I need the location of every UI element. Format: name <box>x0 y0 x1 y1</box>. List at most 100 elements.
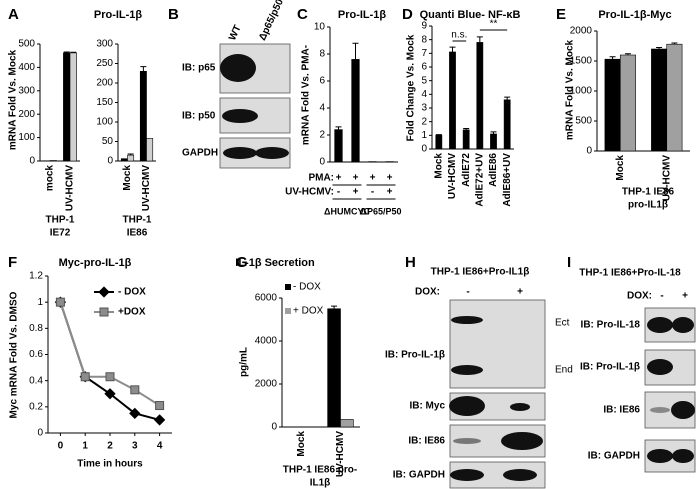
band <box>223 147 257 159</box>
error-bar <box>435 134 442 136</box>
bar <box>120 158 128 162</box>
band <box>672 449 694 463</box>
band <box>255 147 289 159</box>
x-tick-label: Mock <box>615 155 626 181</box>
bar <box>462 129 470 150</box>
error-bar <box>671 42 678 45</box>
marker <box>55 297 65 307</box>
blot-label: IB: Pro-IL-1β <box>580 362 640 373</box>
y-tick-label: 8 <box>421 34 427 45</box>
error-bar <box>331 305 338 309</box>
legend-marker <box>99 307 109 317</box>
bar <box>666 43 683 152</box>
x-tick-label: UV-HCMV <box>447 153 458 199</box>
x-tick-label: mock <box>45 165 56 192</box>
y-tick-label: 200 <box>18 109 35 120</box>
row-mark: + <box>370 173 376 184</box>
row-mark: + <box>353 173 359 184</box>
y-axis-label: Fold Change Vs. Mock <box>406 34 417 141</box>
x-tick-label: 2 <box>107 441 113 452</box>
error-bar <box>656 47 663 49</box>
band-label: Ect <box>555 318 570 329</box>
band <box>510 403 530 411</box>
error-bar <box>70 51 77 53</box>
y-tick-label: 7 <box>421 48 427 59</box>
y-tick-label: 1 <box>37 297 43 308</box>
row-mark: + <box>387 173 393 184</box>
blot-label: IB: p50 <box>182 111 216 122</box>
y-tick-label: 300 <box>96 39 113 50</box>
panel-letter: B <box>168 6 179 23</box>
blot-label: IB: Pro-IL-18 <box>581 320 641 331</box>
x-tick-label: UV-HCMV <box>65 165 76 211</box>
y-tick-label: 2 <box>421 116 427 127</box>
y-tick-label: 0 <box>586 146 592 157</box>
y-tick-label: 0 <box>107 156 113 167</box>
y-tick-label: 100 <box>18 132 35 143</box>
panel-letter: G <box>236 254 248 271</box>
y-tick-label: 0.6 <box>29 349 43 360</box>
legend-marker <box>98 286 110 298</box>
x-axis-label: Time in hours <box>77 459 143 470</box>
y-axis-label: mRNA Fold Vs. Mock <box>8 49 19 150</box>
group-label: ΔP65/P50 <box>361 206 402 216</box>
blot-label: IB: IE86 <box>408 436 445 447</box>
error-bar <box>490 131 497 134</box>
x-tick-label: 4 <box>157 441 163 452</box>
panel-letter: D <box>402 6 413 23</box>
x-tick-label: UV-HCMV <box>335 431 346 477</box>
legend-label: +DOX <box>118 307 146 318</box>
bar <box>619 54 636 152</box>
x-tick-label: 3 <box>132 441 138 452</box>
row-mark: - <box>371 187 374 198</box>
error-bar <box>352 42 359 60</box>
blot-label: IB: GAPDH <box>588 451 640 462</box>
band <box>453 438 481 444</box>
y-tick-label: 6 <box>319 76 325 87</box>
bar <box>146 138 154 162</box>
error-bar <box>504 96 511 100</box>
bar <box>476 42 484 150</box>
error-bar <box>476 36 483 43</box>
y-tick-label: 0 <box>319 157 325 168</box>
y-tick-label: 5 <box>421 75 427 86</box>
x-axis-label: THP-1 <box>123 215 152 226</box>
error-bar <box>140 66 147 72</box>
marker <box>129 407 141 420</box>
chart-title: Pro-IL-1β <box>338 9 387 21</box>
legend-label: - DOX <box>293 282 321 293</box>
y-tick-label: 300 <box>18 85 35 96</box>
y-tick-label: 0 <box>421 144 427 155</box>
x-tick-label: 0 <box>58 441 64 452</box>
y-tick-label: 0.8 <box>29 323 43 334</box>
band <box>222 109 258 123</box>
y-tick-label: 0 <box>29 156 35 167</box>
chart-title: IL-1β Secretion <box>235 257 315 269</box>
x-tick-label: AdIE86+UV <box>502 153 513 207</box>
bar <box>340 419 354 428</box>
chart-title: Quanti Blue- NF-κB <box>420 9 521 21</box>
y-tick-label: 1.2 <box>29 271 43 282</box>
y-axis-label: pg/mL <box>239 347 250 377</box>
y-tick-label: 150 <box>96 97 113 108</box>
x-tick-label: AdIE72 <box>461 153 472 187</box>
marker <box>80 372 90 382</box>
row-mark: + <box>336 173 342 184</box>
dox-label: DOX: <box>415 287 440 298</box>
bar <box>127 154 135 162</box>
bar <box>139 71 147 162</box>
lane-label: WT <box>227 24 244 43</box>
bar <box>334 129 343 163</box>
bar <box>490 133 497 150</box>
x-tick-label: 1 <box>82 441 88 452</box>
blot-label: IB: p65 <box>182 63 216 74</box>
band <box>672 317 694 333</box>
y-tick-label: 0 <box>271 422 277 433</box>
bar <box>651 48 668 152</box>
band <box>501 432 543 450</box>
band <box>503 469 537 481</box>
x-tick-label: UV-HCMV <box>661 155 672 201</box>
lane-label: - <box>660 291 663 302</box>
panel-letter: H <box>405 254 416 271</box>
y-tick-label: 500 <box>18 39 35 50</box>
